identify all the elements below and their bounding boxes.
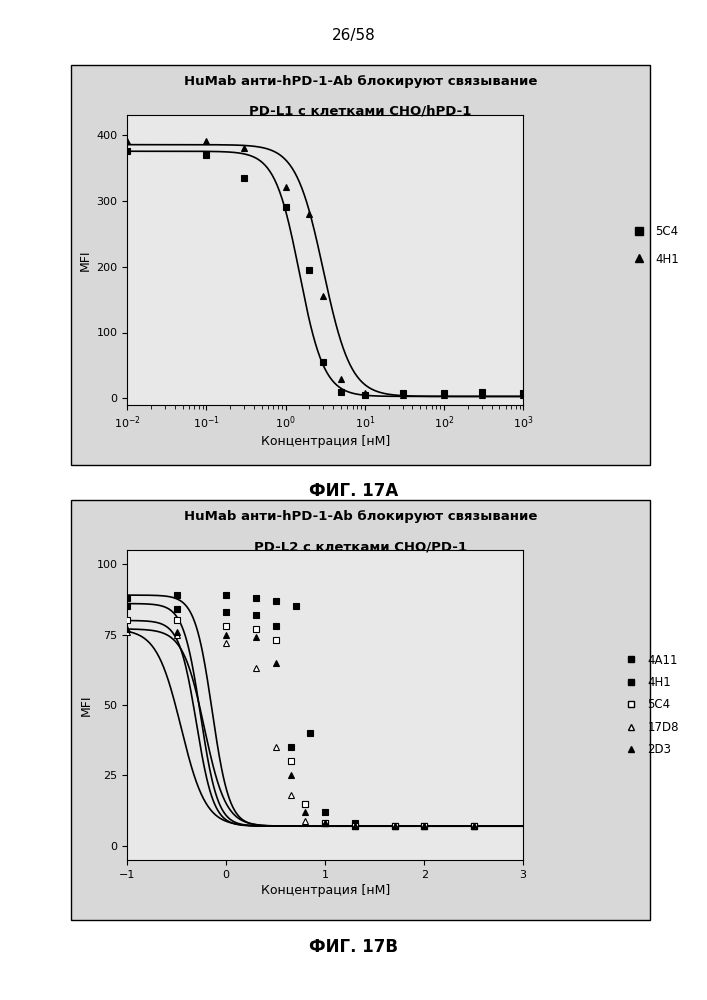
Text: ФИГ. 17А: ФИГ. 17А [309,482,398,500]
Legend: 4A11, 4H1, 5C4, 17D8, 2D3: 4A11, 4H1, 5C4, 17D8, 2D3 [614,649,684,761]
X-axis label: Концентрация [нМ]: Концентрация [нМ] [261,884,390,897]
Text: HuMab анти-hPD-1-Ab блокируют связывание: HuMab анти-hPD-1-Ab блокируют связывание [184,75,537,88]
Text: ФИГ. 17В: ФИГ. 17В [309,938,398,956]
Y-axis label: MFI: MFI [79,249,92,271]
Legend: 5C4, 4H1: 5C4, 4H1 [622,221,684,270]
Y-axis label: MFI: MFI [79,694,93,716]
X-axis label: Концентрация [нМ]: Концентрация [нМ] [261,435,390,448]
Text: PD-L2 с клетками CHO/PD-1: PD-L2 с клетками CHO/PD-1 [254,540,467,553]
Text: PD-L1 с клетками CHO/hPD-1: PD-L1 с клетками CHO/hPD-1 [250,105,472,118]
Text: HuMab анти-hPD-1-Ab блокируют связывание: HuMab анти-hPD-1-Ab блокируют связывание [184,510,537,523]
Text: 26/58: 26/58 [332,28,375,43]
